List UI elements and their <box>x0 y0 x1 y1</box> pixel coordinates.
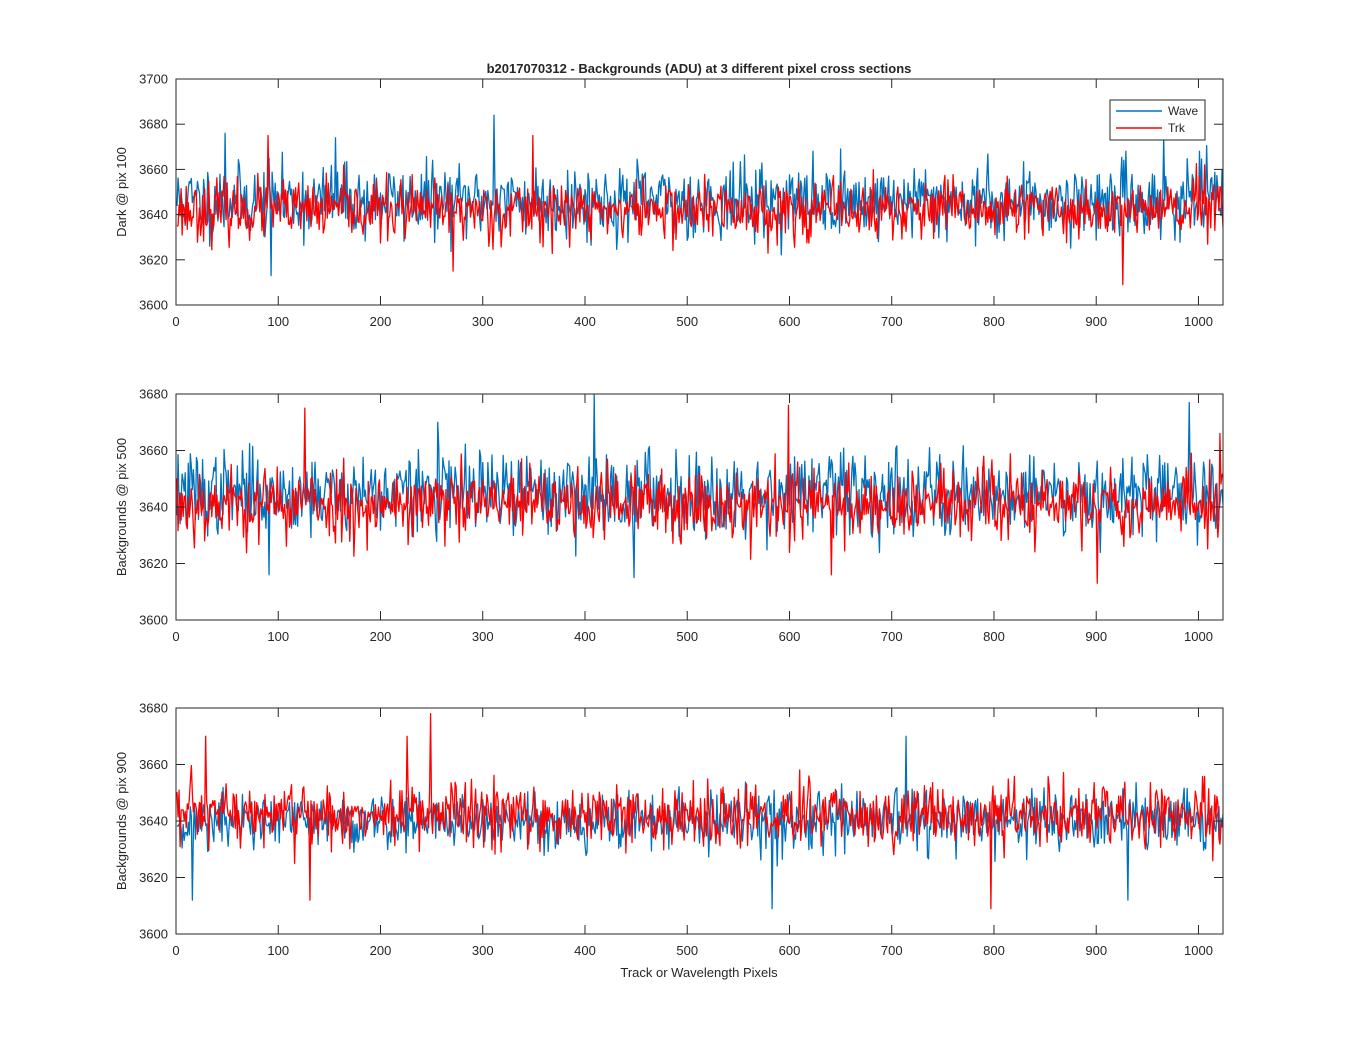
x-tick-label: 400 <box>574 943 596 958</box>
x-tick-label: 500 <box>676 314 698 329</box>
legend-label-wave: Wave <box>1168 104 1199 118</box>
subplots: 0 100 200 300 400 500 600 700 800 900 100036003620… <box>114 72 1224 958</box>
x-tick-label: 700 <box>881 314 903 329</box>
x-tick-label: 200 <box>370 314 392 329</box>
x-tick-label: 1000 <box>1184 314 1213 329</box>
x-tick-label: 1000 <box>1184 943 1213 958</box>
x-tick-label: 500 <box>676 629 698 644</box>
series-group <box>176 394 1223 584</box>
y-tick-label: 3680 <box>139 117 168 132</box>
subplot-2: 0 100 200 300 400 500 600 700 800 900 1000 3600 3620… <box>114 387 1224 644</box>
series-line-trk <box>176 134 1223 286</box>
x-tick-label: 1000 <box>1184 629 1213 644</box>
x-tick-label: 200 <box>370 629 392 644</box>
x-tick-label: 100 <box>267 314 289 329</box>
y-tick-label: 3680 <box>139 387 168 402</box>
x-tick-label: 200 <box>370 943 392 958</box>
y-tick-label: 3620 <box>139 252 168 267</box>
x-tick-label: 700 <box>881 629 903 644</box>
y-tick-label: 3660 <box>139 443 168 458</box>
x-tick-label: 900 <box>1085 629 1107 644</box>
x-tick-label: 600 <box>779 314 801 329</box>
x-tick-label: 100 <box>267 943 289 958</box>
series-group <box>176 713 1223 910</box>
y-tick-label: 3640 <box>139 814 168 829</box>
y-tick-label: 3700 <box>139 72 168 87</box>
x-tick-label: 400 <box>574 314 596 329</box>
x-tick-label: 0 <box>172 629 179 644</box>
subplot-1: 0 100 200 300 400 500 600 700 800 900 1000 3600 3620… <box>114 72 1224 329</box>
legend-label-trk: Trk <box>1168 121 1186 135</box>
x-tick-label: 500 <box>676 943 698 958</box>
y-tick-label: 3640 <box>139 500 168 515</box>
series-group <box>176 114 1223 286</box>
x-tick-label: 300 <box>472 314 494 329</box>
x-axis-label: Track or Wavelength Pixels <box>620 965 778 980</box>
x-tick-label: 600 <box>779 629 801 644</box>
y-tick-label: 3600 <box>139 613 168 628</box>
x-tick-label: 700 <box>881 943 903 958</box>
y-tick-label: 3640 <box>139 207 168 222</box>
y-tick-label: 3680 <box>139 701 168 716</box>
y-tick-label: 3660 <box>139 757 168 772</box>
series-line-trk <box>176 404 1223 584</box>
x-tick-label: 900 <box>1085 314 1107 329</box>
x-tick-label: 800 <box>983 629 1005 644</box>
y-tick-label: 3600 <box>139 927 168 942</box>
axes-frame <box>175 78 1224 306</box>
y-axis-label: Dark @ pix 100 <box>114 147 129 237</box>
y-axis-label: Backgrounds @ pix 900 <box>114 752 129 890</box>
y-tick-label: 3660 <box>139 162 168 177</box>
y-axis-label: Backgrounds @ pix 500 <box>114 438 129 576</box>
x-tick-label: 0 <box>172 314 179 329</box>
x-tick-label: 300 <box>472 629 494 644</box>
y-tick-label: 3620 <box>139 870 168 885</box>
y-tick-label: 3600 <box>139 298 168 313</box>
series-line-trk <box>176 713 1223 910</box>
x-tick-label: 100 <box>267 629 289 644</box>
x-tick-label: 400 <box>574 629 596 644</box>
subplot-3: 0 100 200 300 400 500 600 700 800 900 1000 3600 3620… <box>114 701 1224 958</box>
y-tick-label: 3620 <box>139 556 168 571</box>
x-tick-label: 900 <box>1085 943 1107 958</box>
legend-box <box>1109 99 1206 141</box>
x-tick-label: 300 <box>472 943 494 958</box>
figure-title: b2017070312 - Backgrounds (ADU) at 3 dif… <box>487 61 912 76</box>
legend: Wave Trk <box>1109 99 1206 141</box>
x-tick-label: 600 <box>779 943 801 958</box>
x-tick-label: 0 <box>172 943 179 958</box>
x-tick-label: 800 <box>983 314 1005 329</box>
x-tick-label: 800 <box>983 943 1005 958</box>
